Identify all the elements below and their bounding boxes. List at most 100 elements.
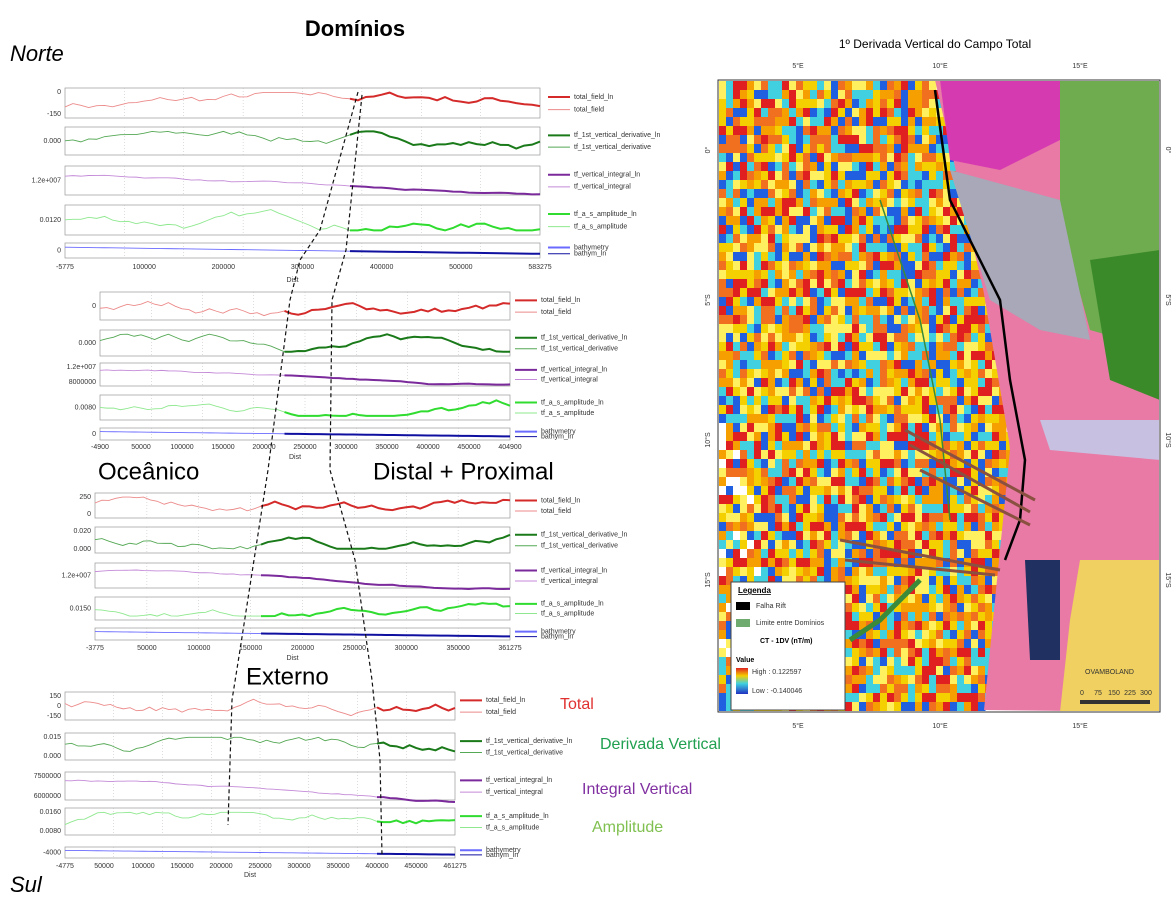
map-cell [880,486,888,496]
map-cell [957,234,965,244]
map-cell [971,441,979,451]
map-cell [992,414,1000,424]
map-cell [859,126,867,136]
map-cell [838,162,846,172]
map-cell [936,540,944,550]
map-cell [761,405,769,415]
map-cell [838,126,846,136]
map-cell [922,288,930,298]
map-cell [936,243,944,253]
map-cell [922,630,930,640]
map-cell [859,153,867,163]
map-cell [971,378,979,388]
map-cell [726,216,734,226]
map-cell [754,252,762,262]
map-cell [824,234,832,244]
map-cell [719,558,727,568]
map-cell [922,135,930,145]
map-cell [768,279,776,289]
map-cell [887,90,895,100]
map-cell [901,657,909,667]
map-cell [873,405,881,415]
map-cell [880,513,888,523]
map-cell [957,378,965,388]
map-cell [852,648,860,658]
map-cell [775,477,783,487]
map-cell [873,234,881,244]
map-cell [943,684,951,694]
map-cell [817,306,825,316]
map-cell [901,234,909,244]
map-cell [824,270,832,280]
map-cell [782,567,790,577]
oceanic-label: Oceânico [98,458,199,485]
map-cell [929,603,937,613]
map-cell [887,495,895,505]
map-cell [782,549,790,559]
map-cell [775,279,783,289]
map-cell [943,207,951,217]
map-cell [761,387,769,397]
map-cell [866,657,874,667]
map-cell [943,621,951,631]
map-cell [929,216,937,226]
map-cell [915,216,923,226]
map-cell [894,657,902,667]
map-cell [782,351,790,361]
map-cell [943,315,951,325]
legend-label: total_field [486,709,516,716]
map-cell [852,171,860,181]
map-cell [768,477,776,487]
map-cell [838,144,846,154]
map-cell [859,99,867,109]
map-cell [768,270,776,280]
map-cell [726,279,734,289]
map-cell [922,81,930,91]
map-cell [740,360,748,370]
map-cell [929,333,937,343]
map-cell [719,423,727,433]
map-cell [971,396,979,406]
map-cell [936,684,944,694]
map-cell [922,558,930,568]
map-cell [866,432,874,442]
map-cell [880,126,888,136]
map-cell [768,171,776,181]
map-cell [915,207,923,217]
map-cell [824,522,832,532]
map-cell [950,531,958,541]
map-cell [817,198,825,208]
south-label: Sul [10,872,43,897]
map-cell [873,306,881,316]
map-cell [866,594,874,604]
map-legend: Legenda Falha Rift Limite entre Domínios… [731,582,845,710]
map-cell [894,180,902,190]
map-cell [817,333,825,343]
map-cell [922,414,930,424]
map-cell [733,153,741,163]
map-cell [936,261,944,271]
map-cell [747,171,755,181]
map-cell [859,243,867,253]
map-cell [964,270,972,280]
map-cell [936,207,944,217]
map-cell [901,450,909,460]
map-cell [880,297,888,307]
map-cell [943,675,951,685]
map-cell [768,162,776,172]
map-cell [929,288,937,298]
map-cell [901,621,909,631]
map-cell [775,81,783,91]
map-cell [838,171,846,181]
legend-label: tf_vertical_integral [541,376,598,383]
map-cell [936,324,944,334]
legend-label: total_field [541,508,571,515]
map-cell [922,513,930,523]
map-cell [859,369,867,379]
map-cell [761,108,769,118]
map-cell [943,432,951,442]
map-cell [719,360,727,370]
map-cell [929,108,937,118]
map-cell [887,513,895,523]
map-cell [831,144,839,154]
